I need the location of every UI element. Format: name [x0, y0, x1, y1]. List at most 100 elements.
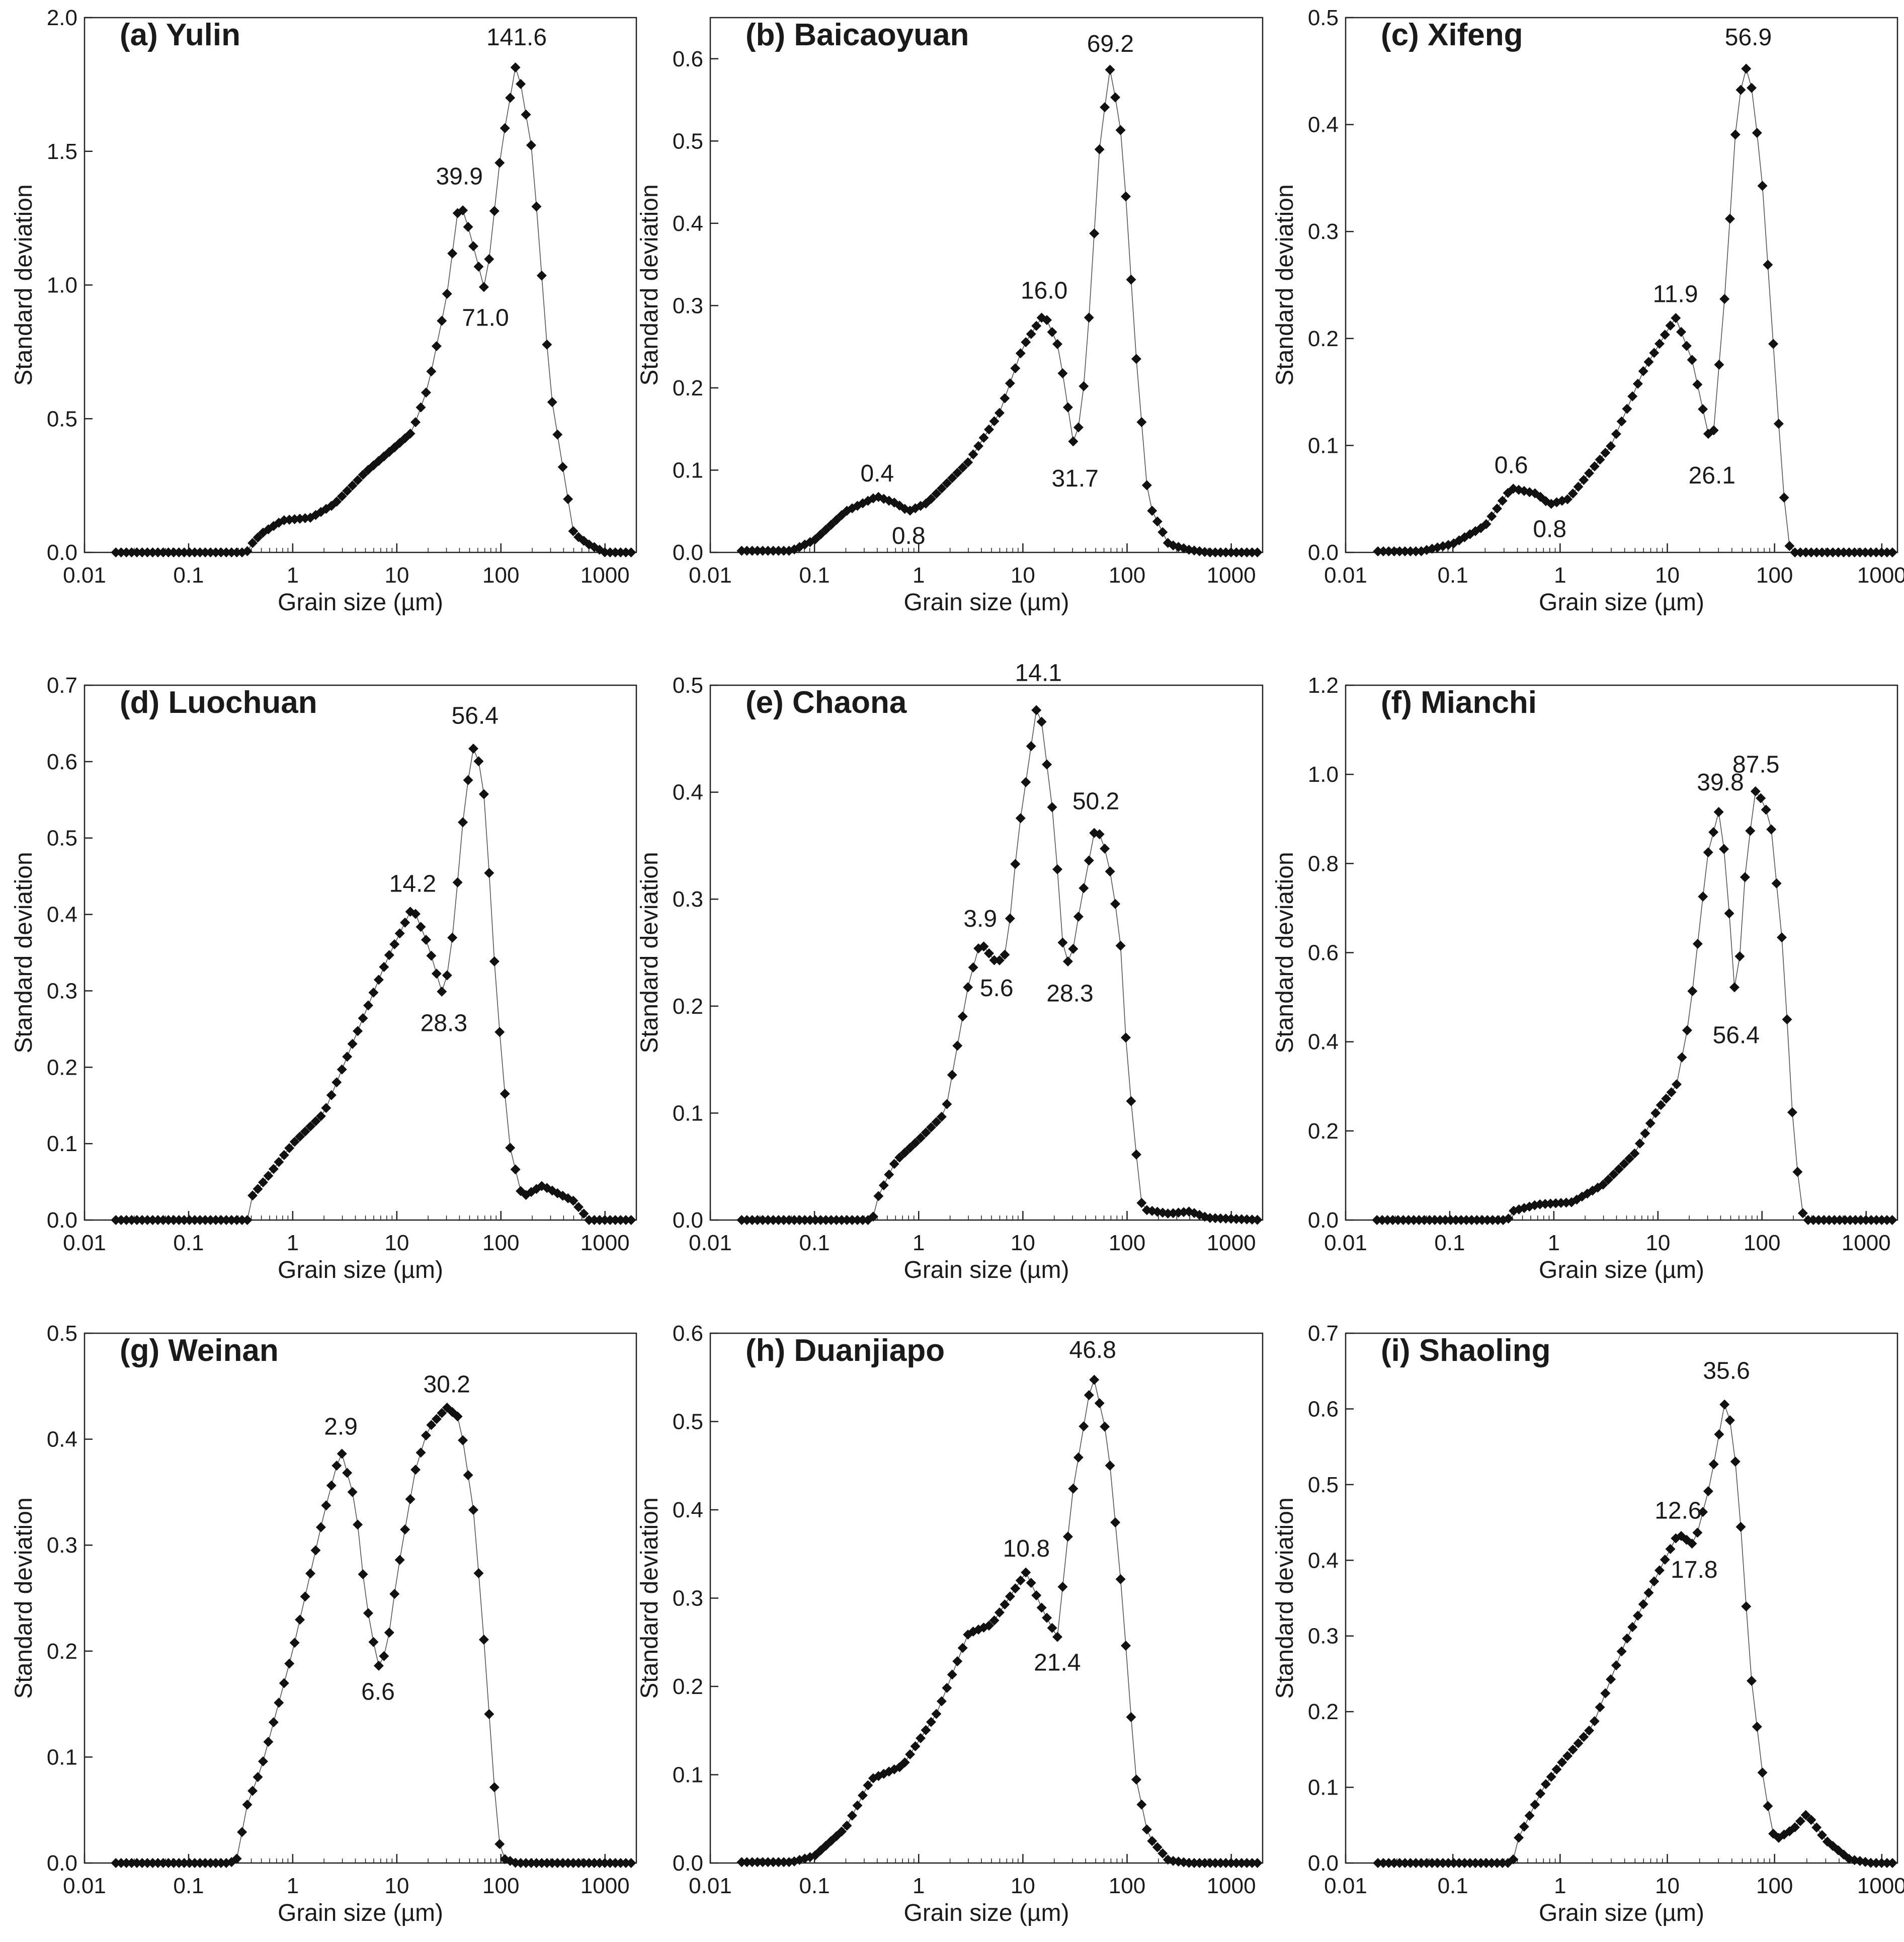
data-point: [847, 1810, 858, 1821]
data-point: [1616, 416, 1627, 427]
data-point: [1687, 986, 1698, 996]
data-point: [505, 93, 516, 103]
data-point: [347, 1038, 358, 1049]
data-point: [510, 62, 521, 72]
y-tick-label: 0.6: [673, 1321, 703, 1346]
data-point: [1844, 547, 1854, 557]
y-axis-label: Standard deviation: [1272, 1497, 1298, 1698]
data-point: [957, 462, 968, 473]
data-point: [526, 140, 536, 150]
data-point: [426, 366, 437, 377]
data-point: [1084, 855, 1094, 866]
data-point: [1638, 1599, 1648, 1609]
peak-label: 39.8: [1697, 769, 1744, 796]
data-point: [358, 469, 368, 480]
peak-label: 12.6: [1654, 1498, 1701, 1524]
data-point: [1136, 1799, 1147, 1810]
data-point: [1026, 329, 1036, 339]
data-point: [1015, 1575, 1026, 1586]
data-point: [1105, 1461, 1115, 1471]
data-point: [142, 1858, 153, 1868]
y-tick-label: 0.1: [47, 1745, 77, 1769]
data-point: [1010, 859, 1021, 869]
data-point: [416, 1447, 426, 1458]
data-point: [1611, 429, 1621, 439]
x-tick-label: 0.1: [1438, 563, 1468, 588]
data-point: [1724, 1415, 1735, 1426]
y-tick-label: 0.2: [47, 1055, 77, 1080]
data-point: [326, 1090, 337, 1100]
data-point: [400, 1524, 410, 1535]
data-point: [1763, 260, 1773, 270]
y-tick-label: 0.5: [47, 1321, 77, 1346]
data-point: [426, 950, 437, 961]
data-point: [458, 817, 468, 828]
data-point: [1210, 547, 1220, 557]
data-point: [536, 270, 547, 281]
data-point: [258, 1177, 268, 1188]
peak-label: 56.9: [1725, 24, 1772, 51]
data-point: [1079, 381, 1089, 391]
data-point: [1640, 1128, 1650, 1139]
x-tick-label: 10: [1011, 563, 1035, 588]
data-point: [563, 494, 573, 505]
data-point: [1719, 844, 1729, 854]
peak-label: 30.2: [423, 1371, 470, 1398]
data-point: [1816, 547, 1827, 557]
data-point: [626, 1858, 636, 1868]
x-axis-label: Grain size (µm): [278, 1257, 443, 1283]
peak-label: 6.6: [361, 1678, 395, 1705]
plot-frame: [84, 684, 637, 1221]
data-point: [916, 1132, 926, 1143]
y-axis-label: Standard deviation: [1272, 852, 1298, 1053]
data-point: [289, 1137, 300, 1147]
data-point: [1459, 1858, 1470, 1868]
data-point: [600, 1858, 610, 1868]
data-point: [1871, 1858, 1881, 1868]
y-axis-label: Standard deviation: [636, 184, 663, 385]
data-point: [205, 1858, 216, 1868]
peak-label: 35.6: [1703, 1357, 1750, 1384]
data-point: [337, 1064, 347, 1075]
y-tick-label: 0.0: [47, 1851, 77, 1876]
data-point: [1052, 864, 1063, 874]
y-tick-label: 0.0: [47, 540, 77, 565]
data-point: [878, 1180, 889, 1191]
data-point: [152, 1858, 163, 1868]
data-point: [516, 78, 526, 89]
data-point: [200, 547, 210, 557]
data-point: [610, 1215, 621, 1225]
data-point: [300, 513, 310, 524]
data-point: [478, 789, 489, 799]
x-tick-label: 1: [287, 1874, 299, 1898]
data-point: [773, 545, 784, 556]
data-point: [1761, 804, 1771, 815]
peak-label: 16.0: [1021, 278, 1067, 304]
peak-label: 87.5: [1732, 752, 1779, 778]
plot-frame: [1345, 17, 1898, 553]
panel-title: (e) Chaona: [746, 685, 907, 720]
data-point: [489, 956, 500, 966]
data-point: [1152, 516, 1163, 527]
data-point: [463, 222, 473, 232]
data-point: [200, 1215, 210, 1225]
data-point: [1687, 355, 1697, 365]
x-tick-label: 0.01: [689, 563, 732, 588]
data-point: [268, 1164, 279, 1174]
y-tick-label: 0.4: [1308, 1030, 1339, 1055]
panel-title: (d) Luochuan: [120, 685, 317, 720]
data-point: [1141, 1824, 1152, 1835]
panel-title: (g) Weinan: [120, 1333, 279, 1368]
data-point: [1750, 786, 1761, 796]
y-tick-label: 0.6: [1308, 1397, 1339, 1421]
data-point: [1622, 1633, 1632, 1644]
data-point: [936, 1111, 947, 1122]
data-point: [353, 475, 363, 486]
x-tick-label: 10: [384, 563, 409, 588]
data-point: [931, 489, 942, 499]
data-point: [1052, 339, 1063, 349]
data-point: [158, 1858, 169, 1868]
y-tick-label: 0.0: [673, 540, 703, 565]
data-point: [305, 1121, 316, 1131]
peak-label: 21.4: [1034, 1649, 1081, 1676]
